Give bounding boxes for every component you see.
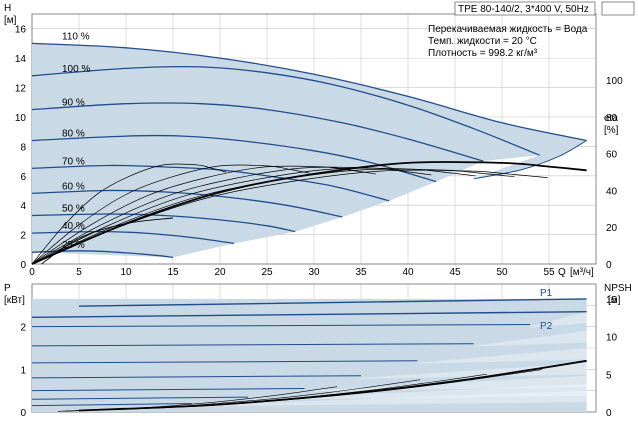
npsh-curve: [75, 369, 543, 412]
speed-curve-label: 40 %: [62, 221, 85, 232]
y-tick-label: 4: [20, 201, 26, 212]
x-tick-label: 50: [496, 267, 508, 278]
npsh-axis-label: NPSH: [604, 283, 632, 294]
y-tick-label: 14: [15, 54, 27, 65]
y-tick-label: 8: [20, 142, 26, 153]
p1-label: P1: [540, 288, 553, 299]
p-tick-label: 2: [20, 323, 26, 334]
power-gap: [361, 362, 587, 379]
speed-curve-label: 100 %: [62, 64, 90, 75]
speed-curve-90: [31, 102, 484, 162]
x-tick-label: 45: [449, 267, 461, 278]
x-tick-label: 35: [355, 267, 367, 278]
power-gap: [473, 330, 587, 347]
y2-tick-label: 60: [606, 150, 618, 161]
p-axis-label: P: [4, 283, 11, 294]
npsh-tick-label: 5: [606, 370, 612, 381]
speed-curve-label: 60 %: [62, 181, 85, 192]
p-tick-label: 1: [20, 365, 26, 376]
power-curve-p1: [78, 298, 587, 307]
max-flow-envelope: [473, 140, 587, 180]
p-tick-label: 0: [20, 408, 26, 419]
npsh-tick-label: 0: [606, 408, 612, 419]
y-axis-label: H: [4, 3, 11, 14]
x-tick-label: 20: [214, 267, 226, 278]
x-tick-label: 10: [120, 267, 132, 278]
power-curve: [31, 396, 249, 400]
title-box-end: [601, 1, 635, 16]
y-tick-label: 2: [20, 231, 26, 242]
x-tick-label: 55: [543, 267, 555, 278]
speed-curve-label: 25 %: [62, 240, 85, 251]
power-gap: [530, 311, 587, 328]
eta-curve: [31, 169, 548, 265]
x-tick-label: 0: [29, 267, 35, 278]
power-curve: [31, 324, 531, 328]
x-axis-unit: [м³/ч]: [570, 267, 594, 278]
speed-curve-80: [31, 134, 437, 183]
speed-curve-40: [31, 230, 235, 245]
eta-curve: [31, 166, 432, 265]
power-curve: [31, 402, 192, 407]
x-tick-label: 30: [308, 267, 320, 278]
y2-tick-label: 40: [606, 186, 618, 197]
speed-curve-label: 50 %: [62, 203, 85, 214]
p2-label: P2: [540, 321, 553, 332]
speed-curve-100: [31, 65, 540, 156]
power-range-fill: [32, 298, 587, 412]
speed-curve-label: 80 %: [62, 128, 85, 139]
power-gap: [417, 348, 587, 364]
x-tick-label: 5: [76, 267, 82, 278]
fluid-annotation: Темп. жидкости = 20 °C: [428, 36, 537, 47]
eta-curve: [31, 167, 476, 265]
y2-tick-label: 100: [606, 76, 623, 87]
y2-tick-label: 80: [606, 113, 618, 124]
y-tick-label: 16: [15, 25, 27, 36]
power-gap: [304, 375, 587, 392]
speed-curve-50: [31, 213, 296, 233]
speed-curve-label: 110 %: [62, 31, 90, 42]
x-tick-label: 15: [167, 267, 179, 278]
speed-curve-label: 70 %: [62, 156, 85, 167]
speed-curve-110: [31, 42, 587, 142]
y-axis-unit: [м]: [4, 15, 17, 26]
npsh-tick-label: 10: [606, 333, 618, 344]
fluid-annotation: Перекачиваемая жидкость = Вода: [428, 24, 588, 35]
power-gap: [191, 390, 587, 407]
y2-axis-label: eta: [604, 113, 618, 124]
x-tick-label: 40: [402, 267, 414, 278]
eta-curve: [31, 165, 376, 265]
power-curve: [31, 360, 418, 364]
y-tick-label: 6: [20, 172, 26, 183]
npsh-tick-label: 15: [606, 295, 618, 306]
title-box: [454, 1, 596, 16]
y2-tick-label: 20: [606, 223, 618, 234]
power-curve-p2: [31, 311, 587, 318]
power-curve: [31, 343, 474, 347]
y-tick-label: 0: [20, 260, 26, 271]
y-tick-label: 12: [15, 84, 27, 95]
speed-curve-label: 90 %: [62, 98, 85, 109]
x-tick-label: 25: [261, 267, 273, 278]
npsh-axis-unit: [м]: [608, 295, 621, 306]
y2-tick-label: 0: [606, 260, 612, 271]
x-axis-label: Q: [558, 267, 566, 278]
eta-curve: [31, 163, 227, 265]
p-axis-unit: [кВт]: [4, 295, 25, 306]
power-curve: [31, 388, 305, 392]
y-tick-label: 10: [15, 113, 27, 124]
chart-title: TPE 80-140/2, 3*400 V, 50Hz: [458, 4, 589, 15]
speed-curve-25: [31, 250, 174, 259]
eta-curve: [31, 168, 515, 265]
power-curve: [31, 375, 362, 379]
speed-curve-70: [31, 164, 390, 202]
y2-axis-unit: [%]: [604, 125, 619, 136]
fluid-annotation: Плотность = 998.2 кг/м³: [428, 48, 538, 59]
